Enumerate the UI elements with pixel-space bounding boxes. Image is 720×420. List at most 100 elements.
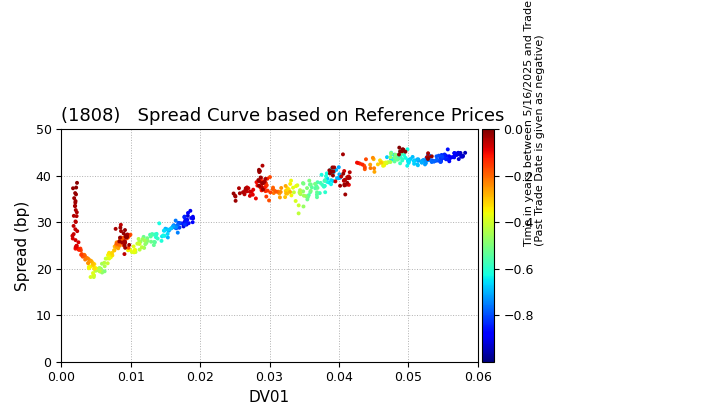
- Point: [449, 150, 460, 156]
- Point: [178, 220, 189, 226]
- Point: [84, 257, 96, 264]
- Point: [76, 252, 87, 258]
- Point: [395, 148, 406, 155]
- Point: [114, 238, 125, 245]
- Point: [280, 188, 292, 194]
- Point: [167, 223, 179, 230]
- Point: [439, 155, 451, 161]
- Point: [294, 187, 306, 194]
- Point: [423, 153, 434, 160]
- Point: [453, 156, 464, 163]
- Point: [337, 151, 348, 158]
- Point: [149, 231, 161, 238]
- Point: [402, 158, 414, 164]
- Point: [181, 220, 192, 226]
- Point: [148, 239, 160, 245]
- Point: [285, 177, 297, 184]
- Point: [328, 164, 340, 171]
- Point: [144, 231, 156, 238]
- Point: [152, 235, 163, 242]
- Point: [344, 175, 356, 181]
- Point: [423, 150, 434, 157]
- Point: [386, 151, 397, 158]
- Point: [168, 222, 179, 228]
- Point: [145, 239, 157, 245]
- Point: [135, 238, 146, 245]
- Point: [153, 220, 165, 227]
- Point: [274, 190, 285, 197]
- Point: [111, 240, 122, 247]
- Point: [423, 153, 435, 160]
- Point: [282, 187, 294, 194]
- Point: [140, 240, 152, 247]
- Point: [436, 158, 447, 164]
- Point: [230, 197, 241, 204]
- Point: [151, 231, 163, 237]
- Point: [156, 238, 167, 244]
- Point: [297, 188, 309, 195]
- Point: [230, 193, 241, 200]
- Point: [320, 189, 331, 196]
- Point: [436, 153, 448, 160]
- Point: [333, 171, 345, 178]
- Point: [412, 161, 423, 168]
- Point: [396, 148, 408, 155]
- Point: [397, 146, 409, 153]
- Point: [68, 213, 80, 219]
- Point: [107, 252, 118, 259]
- Point: [334, 174, 346, 181]
- Point: [438, 151, 450, 158]
- Point: [94, 268, 105, 275]
- Point: [391, 154, 402, 161]
- Point: [258, 178, 270, 185]
- Point: [396, 148, 408, 155]
- Point: [253, 168, 265, 174]
- Point: [282, 185, 293, 192]
- Point: [95, 265, 107, 272]
- Point: [89, 261, 100, 268]
- Point: [255, 174, 266, 181]
- Point: [431, 158, 442, 164]
- Point: [87, 262, 99, 269]
- Point: [110, 226, 122, 232]
- Point: [117, 239, 128, 246]
- Point: [316, 171, 328, 178]
- Point: [71, 213, 82, 220]
- Point: [260, 180, 271, 186]
- Point: [424, 156, 436, 163]
- Point: [320, 173, 332, 179]
- Point: [184, 207, 196, 214]
- Point: [377, 159, 388, 165]
- Point: [78, 252, 90, 259]
- Point: [70, 218, 81, 225]
- Point: [356, 161, 368, 168]
- Point: [174, 224, 185, 231]
- Point: [181, 216, 193, 223]
- Point: [104, 249, 115, 256]
- Point: [121, 234, 132, 241]
- Point: [239, 191, 251, 198]
- Point: [304, 181, 315, 188]
- Point: [180, 218, 192, 225]
- Point: [92, 265, 104, 272]
- Point: [327, 172, 338, 179]
- Point: [353, 160, 364, 166]
- Point: [96, 269, 108, 276]
- Point: [416, 158, 428, 164]
- Point: [94, 268, 106, 275]
- Point: [90, 268, 102, 274]
- Point: [338, 168, 350, 174]
- Point: [428, 158, 440, 165]
- Point: [100, 255, 112, 262]
- Point: [256, 180, 268, 186]
- Point: [301, 185, 312, 192]
- Point: [166, 225, 177, 231]
- Point: [330, 167, 342, 173]
- Point: [96, 260, 108, 267]
- Point: [419, 161, 431, 168]
- Point: [83, 265, 94, 272]
- Point: [454, 150, 466, 156]
- Point: [140, 237, 152, 244]
- Point: [121, 234, 132, 240]
- Point: [264, 174, 276, 181]
